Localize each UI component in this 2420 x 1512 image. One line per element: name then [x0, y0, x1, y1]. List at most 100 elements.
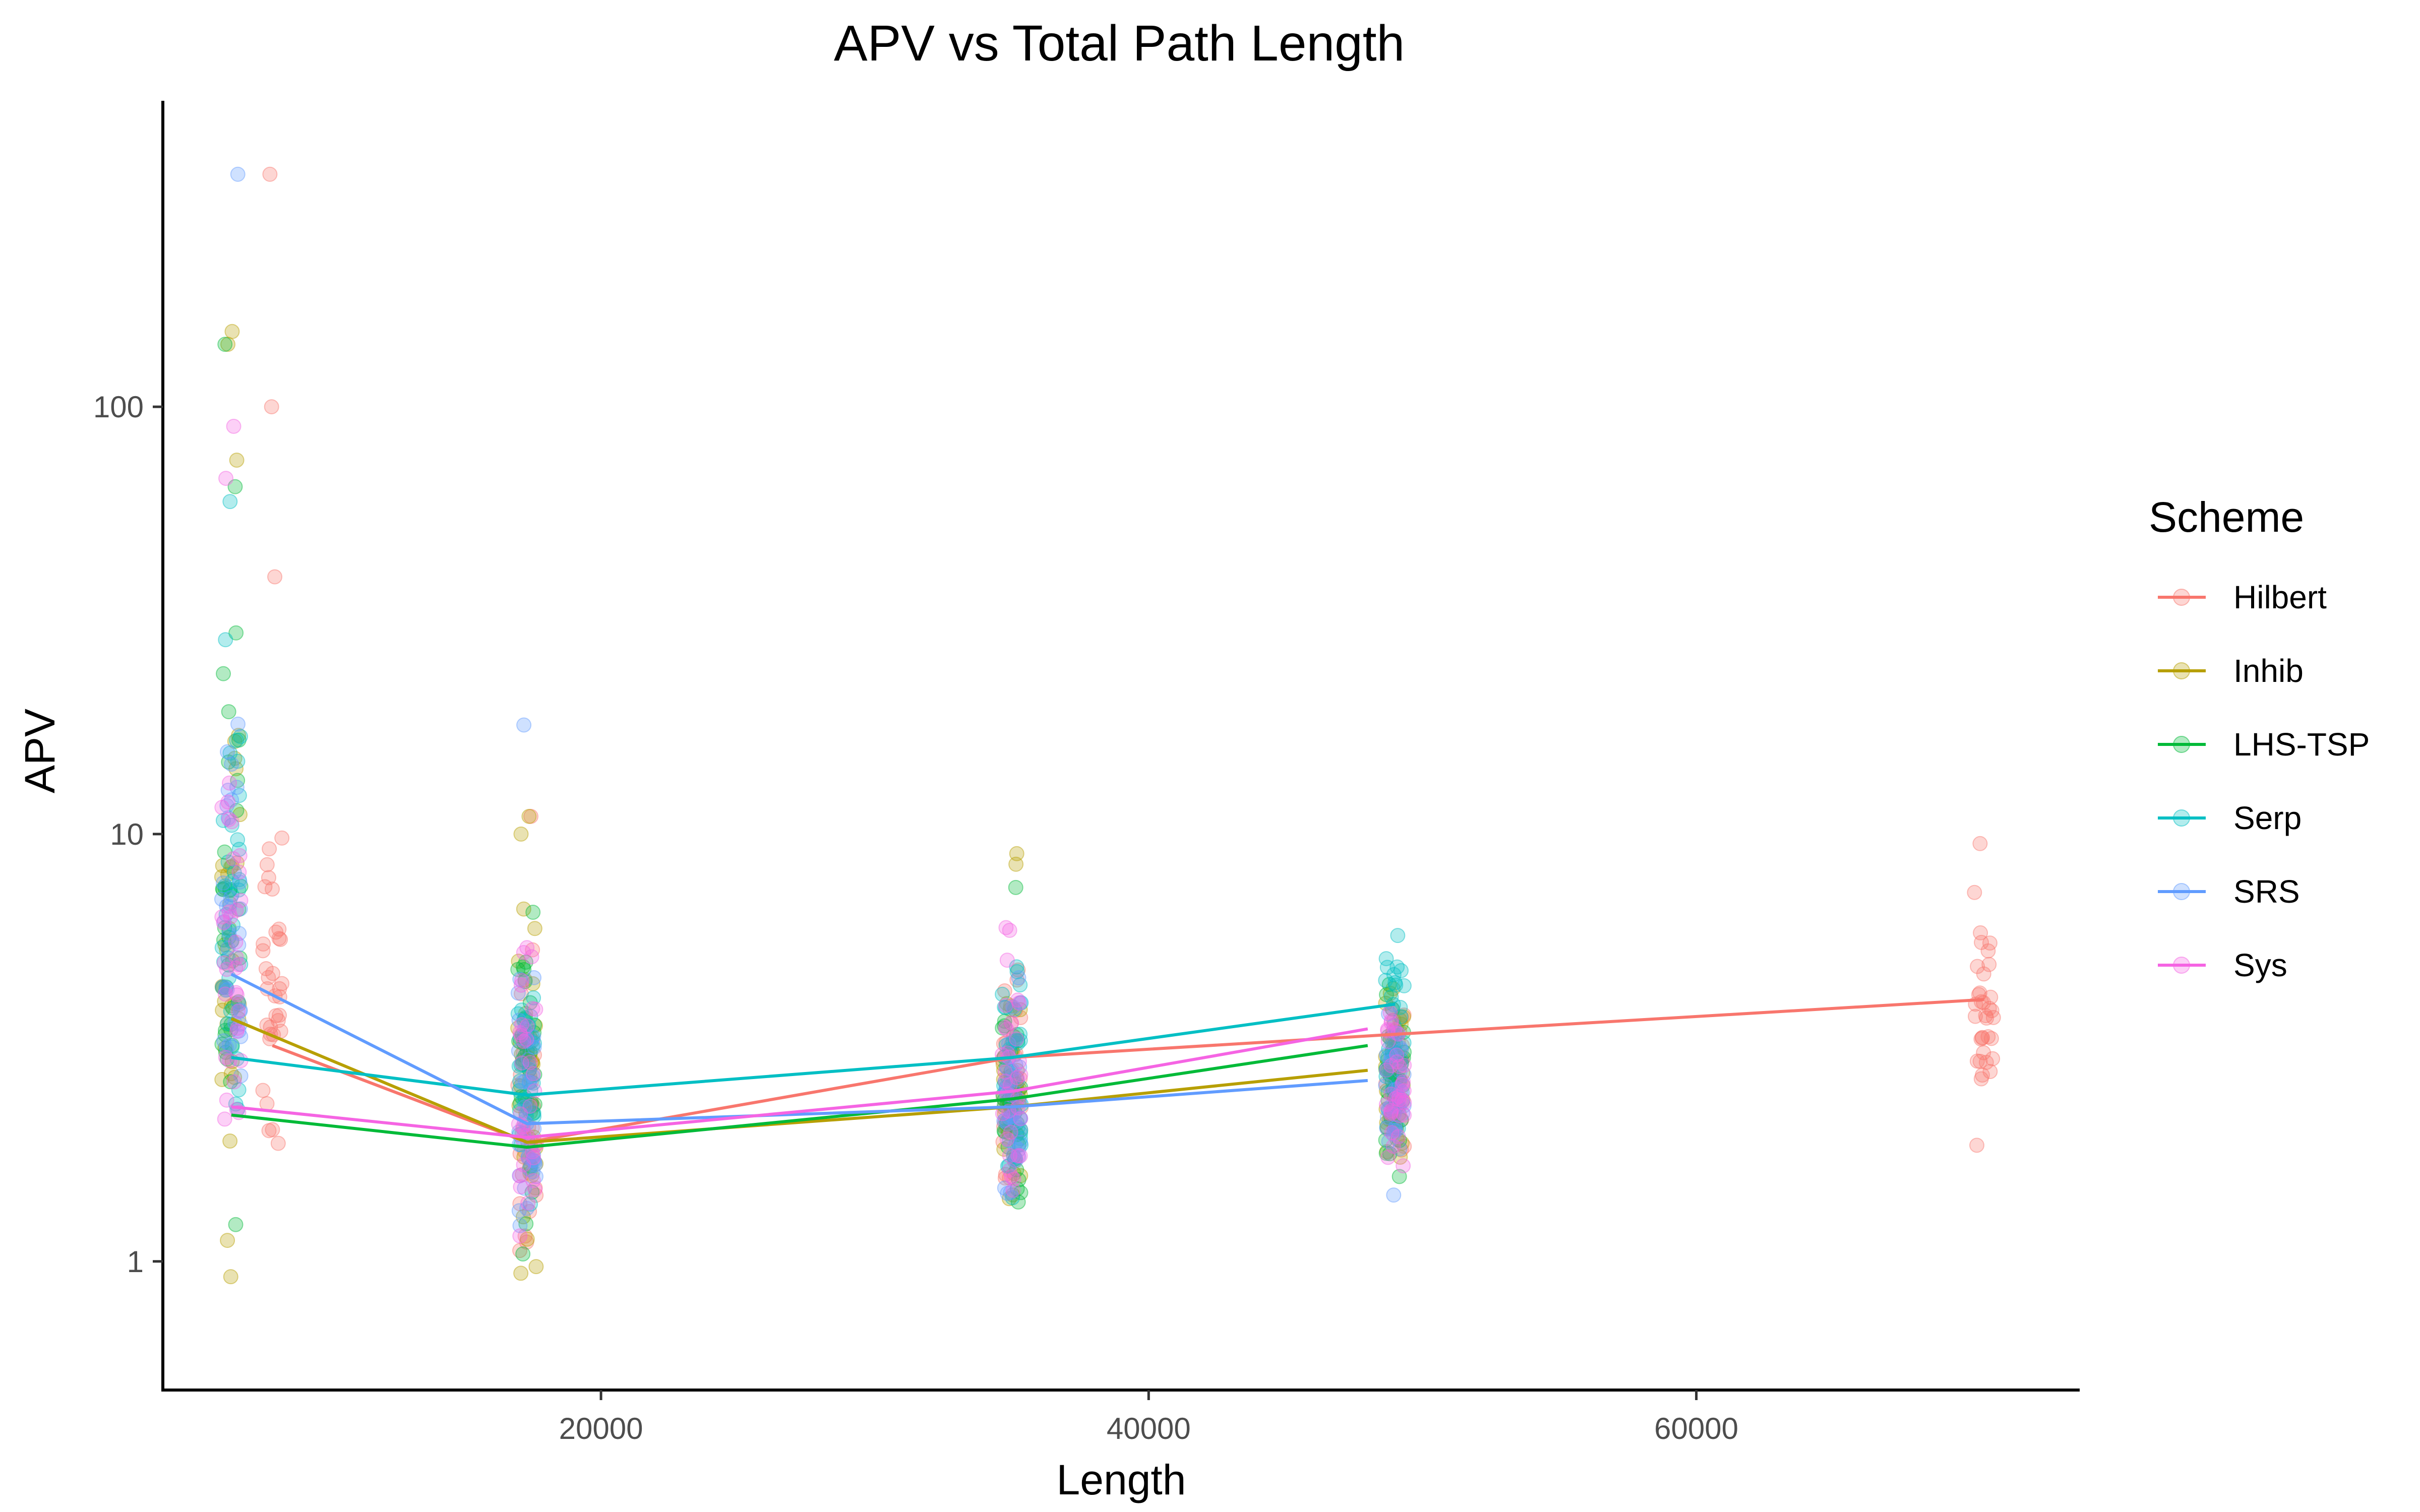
point-lhs-tsp — [215, 881, 230, 897]
point-hilbert — [1006, 1029, 1021, 1044]
point-lhs-tsp — [1013, 1122, 1028, 1138]
point-srs — [1007, 1115, 1023, 1130]
point-srs — [221, 926, 237, 942]
point-inhib — [513, 1266, 529, 1281]
point-serp — [522, 1061, 537, 1077]
point-hilbert — [1973, 994, 1989, 1010]
point-srs — [231, 1023, 247, 1039]
point-sys — [218, 471, 234, 486]
point-serp — [1381, 1041, 1397, 1056]
point-sys — [1396, 1158, 1411, 1174]
point-hilbert — [270, 1013, 286, 1028]
point-srs — [1003, 1185, 1018, 1201]
point-hilbert — [527, 1180, 543, 1195]
point-lhs-tsp — [1009, 1162, 1024, 1177]
point-srs — [1380, 1006, 1396, 1022]
point-sys — [223, 909, 238, 925]
point-lhs-tsp — [523, 1158, 538, 1174]
point-srs — [1387, 1082, 1403, 1098]
point-lhs-tsp — [511, 1033, 527, 1049]
point-lhs-tsp — [516, 1012, 532, 1027]
point-hilbert — [1974, 1030, 1990, 1045]
point-sys — [222, 775, 237, 791]
point-hilbert — [1387, 1072, 1403, 1087]
point-inhib — [214, 869, 229, 885]
point-hilbert — [999, 1120, 1014, 1136]
point-sys — [1006, 1171, 1021, 1187]
point-srs — [510, 985, 526, 1001]
point-hilbert — [1396, 1007, 1412, 1023]
point-srs — [1395, 1106, 1411, 1121]
point-sys — [214, 909, 230, 925]
point-serp — [521, 1075, 537, 1090]
point-serp — [1378, 973, 1394, 988]
point-hilbert — [522, 1204, 537, 1219]
point-hilbert — [268, 1008, 284, 1024]
point-inhib — [222, 896, 237, 911]
point-sys — [998, 920, 1014, 935]
point-srs — [1387, 1120, 1403, 1136]
point-sys — [1378, 1097, 1394, 1112]
point-hilbert — [262, 166, 278, 182]
point-srs — [1000, 1185, 1015, 1201]
point-hilbert — [1378, 1076, 1394, 1091]
point-serp — [1010, 1120, 1026, 1136]
point-lhs-tsp — [1001, 1111, 1017, 1127]
point-hilbert — [268, 924, 284, 940]
point-lhs-tsp — [514, 1027, 530, 1043]
point-inhib — [1012, 1002, 1028, 1018]
point-serp — [1392, 1074, 1407, 1090]
point-lhs-tsp — [1008, 1151, 1023, 1166]
point-inhib — [514, 1047, 529, 1062]
point-srs — [1381, 1134, 1397, 1150]
point-inhib — [1013, 1168, 1028, 1183]
point-srs — [1386, 1187, 1402, 1203]
point-inhib — [223, 1269, 238, 1285]
legend-item-sys: Sys — [2158, 947, 2287, 983]
point-sys — [219, 1092, 234, 1108]
point-srs — [997, 1180, 1012, 1196]
point-hilbert — [514, 1167, 530, 1182]
point-hilbert — [514, 986, 529, 1001]
point-serp — [1009, 959, 1024, 975]
point-lhs-tsp — [517, 1010, 533, 1026]
point-serp — [223, 1003, 238, 1019]
point-lhs-tsp — [516, 1036, 532, 1052]
point-serp — [1012, 1033, 1028, 1048]
point-hilbert — [1381, 1062, 1397, 1078]
point-sys — [1392, 1108, 1407, 1123]
x-tick-label: 60000 — [1654, 1412, 1738, 1445]
point-srs — [1390, 1081, 1406, 1097]
point-srs — [1001, 1133, 1017, 1149]
point-lhs-tsp — [1387, 1090, 1403, 1105]
legend-key-point — [2173, 883, 2190, 900]
point-inhib — [1392, 1012, 1408, 1028]
point-srs — [229, 780, 245, 795]
point-sys — [230, 1003, 246, 1019]
point-sys — [214, 799, 230, 815]
point-hilbert — [1981, 1000, 1997, 1016]
point-inhib — [229, 855, 245, 871]
point-lhs-tsp — [1392, 1132, 1407, 1148]
point-hilbert — [1967, 885, 1982, 900]
y-tick-label: 10 — [110, 817, 144, 851]
point-serp — [1389, 1048, 1405, 1064]
point-hilbert — [997, 983, 1012, 999]
point-sys — [218, 1049, 233, 1065]
point-lhs-tsp — [216, 666, 231, 681]
point-serp — [218, 982, 233, 998]
point-lhs-tsp — [518, 954, 533, 970]
point-lhs-tsp — [515, 1056, 530, 1072]
point-srs — [220, 782, 236, 798]
point-serp — [217, 878, 233, 894]
point-serp — [1386, 967, 1402, 982]
point-inhib — [522, 1165, 538, 1181]
point-srs — [1011, 970, 1026, 986]
point-hilbert — [1007, 1002, 1023, 1018]
point-sys — [1383, 1103, 1399, 1118]
point-srs — [214, 891, 229, 907]
point-hilbert — [519, 1234, 534, 1250]
points-layer — [214, 166, 2001, 1285]
point-serp — [1384, 1051, 1400, 1066]
point-serp — [229, 733, 245, 748]
